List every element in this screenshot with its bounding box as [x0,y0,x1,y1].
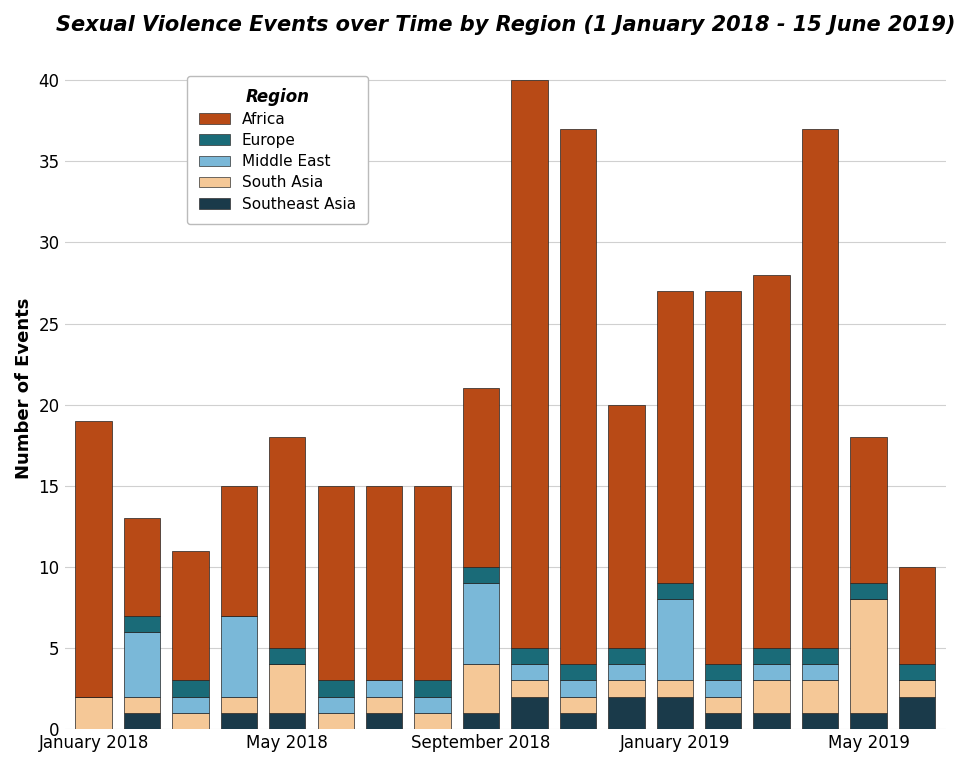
Bar [172,680,209,696]
Bar [414,696,451,713]
Bar [124,696,160,713]
Bar [511,696,548,729]
Bar [850,599,887,713]
Bar [414,713,451,729]
Bar [172,696,209,713]
Bar [124,518,160,616]
Bar [656,599,693,680]
Bar [172,551,209,680]
Title: Sexual Violence Events over Time by Region (1 January 2018 - 15 June 2019): Sexual Violence Events over Time by Regi… [56,15,955,35]
Bar [317,696,354,713]
Bar [705,680,741,696]
Bar [850,583,887,599]
Bar [608,405,645,648]
Bar [463,664,499,713]
Bar [463,713,499,729]
Bar [124,632,160,696]
Bar [801,713,838,729]
Bar [76,696,111,729]
Bar [656,696,693,729]
Bar [801,648,838,664]
Bar [124,713,160,729]
Bar [221,713,257,729]
Bar [705,291,741,664]
Bar [221,486,257,616]
Bar [656,680,693,696]
Bar [511,648,548,664]
Bar [366,713,403,729]
Bar [801,680,838,713]
Bar [463,388,499,567]
Bar [801,664,838,680]
Bar [899,567,935,664]
Bar [656,291,693,583]
Bar [559,664,596,680]
Bar [608,696,645,729]
Bar [559,129,596,664]
Bar [269,713,306,729]
Bar [608,648,645,664]
Bar [705,713,741,729]
Legend: Africa, Europe, Middle East, South Asia, Southeast Asia: Africa, Europe, Middle East, South Asia,… [186,76,368,224]
Bar [753,275,790,648]
Bar [899,664,935,680]
Bar [269,648,306,664]
Bar [753,680,790,713]
Bar [366,696,403,713]
Bar [850,713,887,729]
Bar [124,616,160,632]
Bar [559,696,596,713]
Bar [76,421,111,696]
Bar [850,437,887,583]
Bar [753,648,790,664]
Bar [221,616,257,696]
Bar [899,696,935,729]
Bar [705,664,741,680]
Bar [414,486,451,680]
Bar [463,583,499,664]
Bar [801,129,838,648]
Bar [366,486,403,680]
Bar [656,583,693,599]
Bar [269,664,306,713]
Bar [511,80,548,648]
Y-axis label: Number of Events: Number of Events [15,298,33,479]
Bar [511,664,548,680]
Bar [172,713,209,729]
Bar [608,680,645,696]
Bar [366,680,403,696]
Bar [608,664,645,680]
Bar [414,680,451,696]
Bar [317,486,354,680]
Bar [511,680,548,696]
Bar [753,664,790,680]
Bar [221,696,257,713]
Bar [269,437,306,648]
Bar [705,696,741,713]
Bar [753,713,790,729]
Bar [317,680,354,696]
Bar [463,567,499,583]
Bar [559,713,596,729]
Bar [317,713,354,729]
Bar [899,680,935,696]
Bar [559,680,596,696]
